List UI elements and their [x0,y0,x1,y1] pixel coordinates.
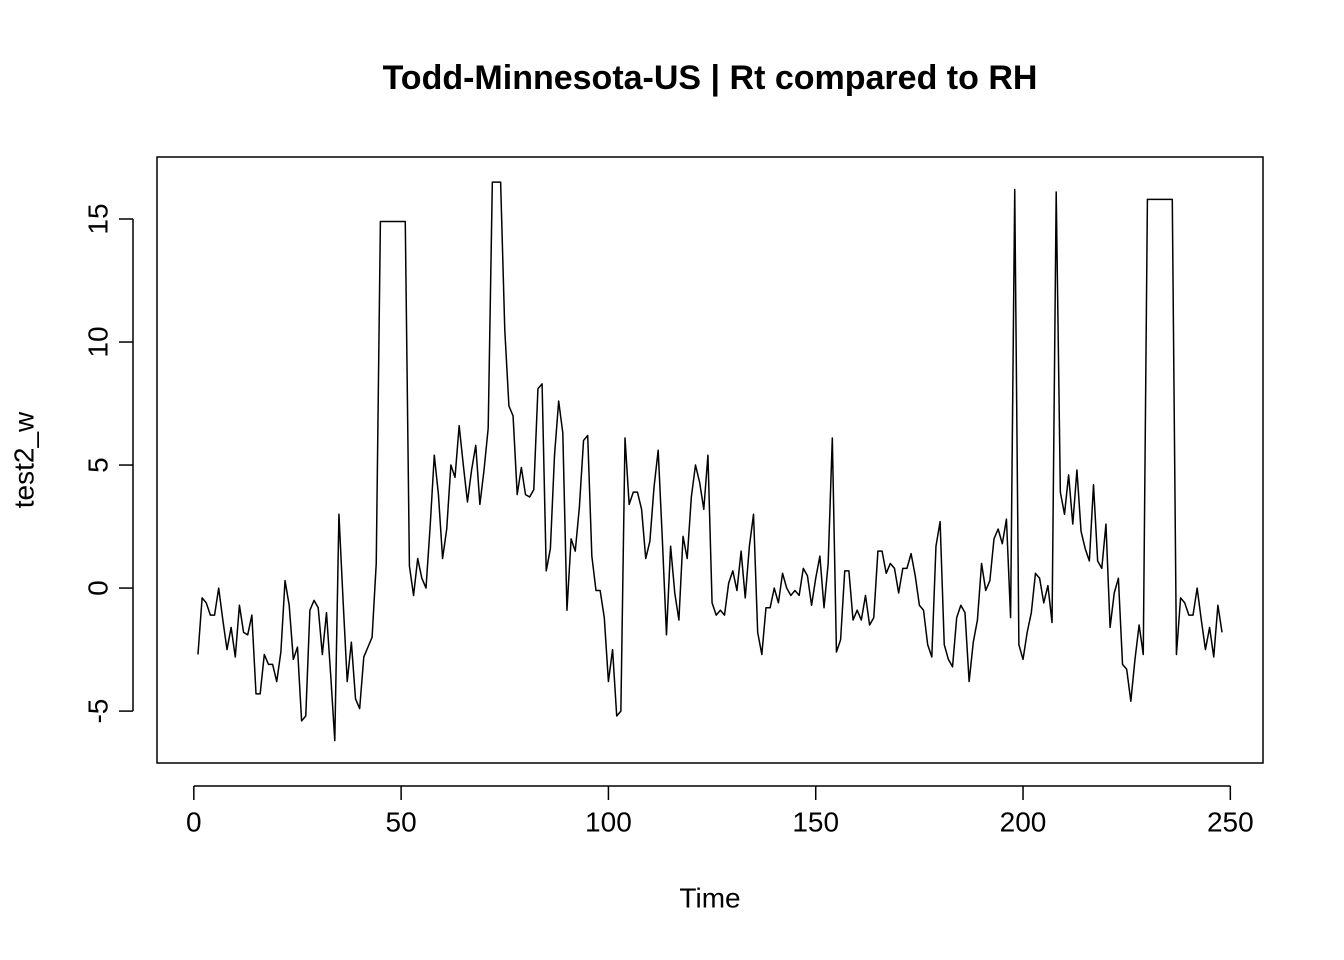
x-tick-label: 200 [1000,806,1047,837]
data-line [197,181,1223,742]
x-tick-label: 100 [585,806,632,837]
x-tick-label: 250 [1207,806,1254,837]
y-tick-label: -5 [82,699,113,724]
x-tick-label: 50 [386,806,417,837]
y-tick-label: 10 [82,326,113,357]
x-tick-label: 0 [186,806,202,837]
y-tick-label: 15 [82,203,113,234]
x-axis-label: Time [679,882,740,913]
y-tick-label: 5 [82,457,113,473]
plot-frame [156,156,1264,764]
x-tick-label: 150 [792,806,839,837]
y-tick-label: 0 [82,580,113,596]
chart-title: Todd-Minnesota-US | Rt compared to RH [383,59,1038,97]
y-axis-label: test2_w [8,411,39,508]
